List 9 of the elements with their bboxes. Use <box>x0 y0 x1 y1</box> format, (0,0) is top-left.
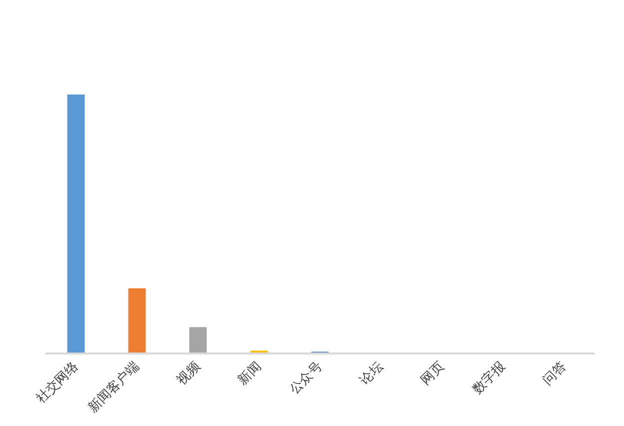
x-tick-label: 新闻客户端 <box>85 358 142 416</box>
x-tick-label: 新闻 <box>235 359 264 388</box>
x-tick-label: 视频 <box>174 359 204 388</box>
x-tick-label: 公众号 <box>287 359 326 398</box>
x-tick-label: 社交网络 <box>33 358 82 407</box>
x-tick-label: 论坛 <box>357 359 386 388</box>
x-tick-label: 数字报 <box>469 358 508 398</box>
x-tick-label: 网页 <box>418 359 448 388</box>
x-tick-label: 问答 <box>540 359 570 388</box>
